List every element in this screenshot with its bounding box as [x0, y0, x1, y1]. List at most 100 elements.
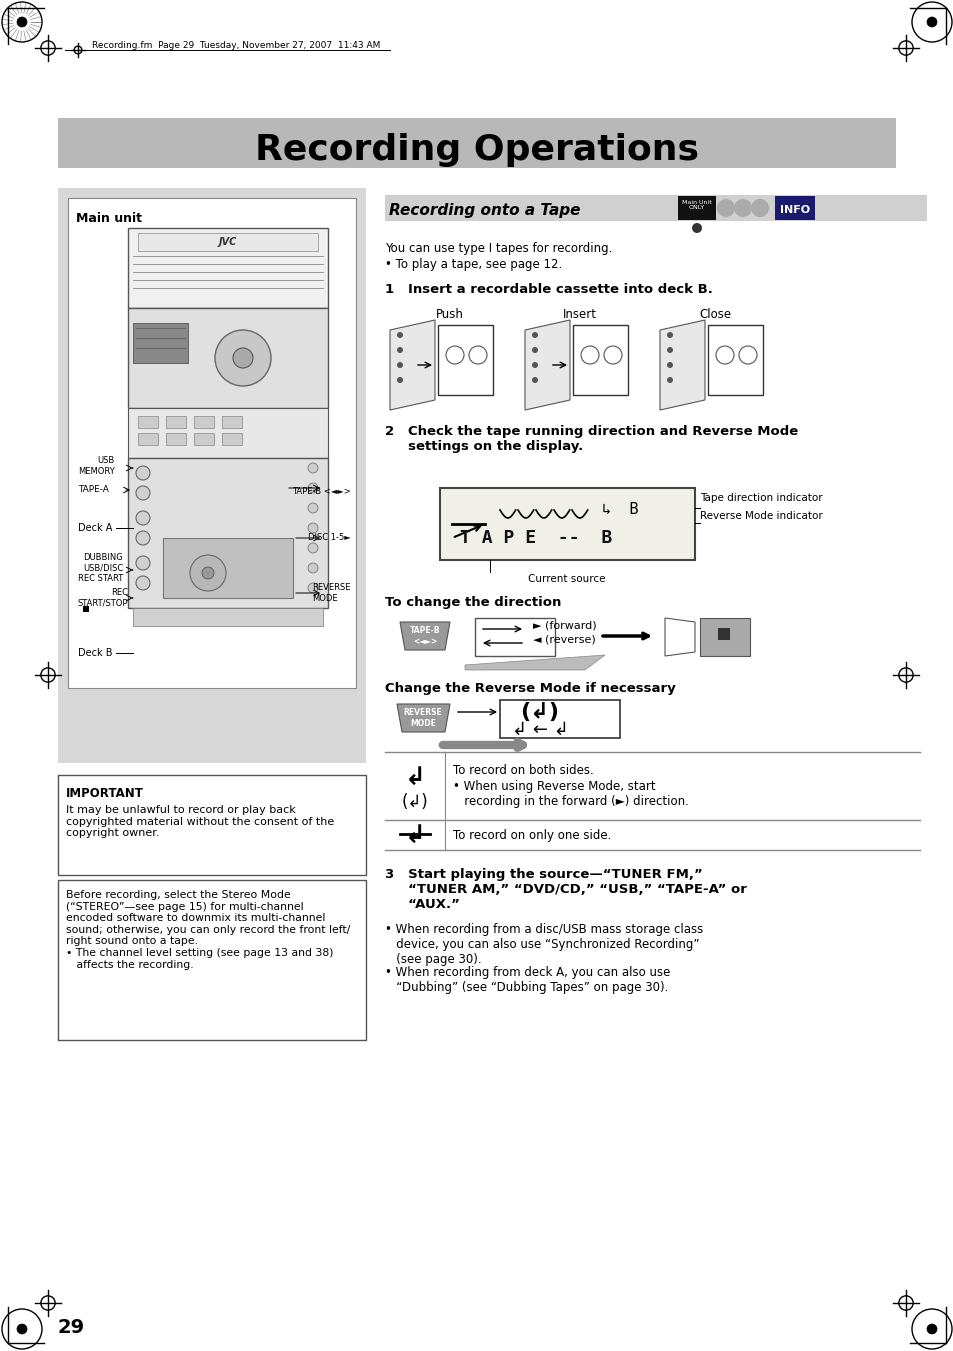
Bar: [774, 196, 814, 220]
Circle shape: [666, 332, 672, 338]
Bar: [58, 775, 366, 875]
Text: Insert: Insert: [562, 308, 597, 322]
Text: DISC 1-5►: DISC 1-5►: [308, 534, 351, 543]
Text: (↲): (↲): [401, 793, 428, 811]
Bar: [138, 232, 317, 251]
Text: TAPE-B
<◄►>: TAPE-B <◄►>: [410, 627, 439, 646]
Text: (↲): (↲): [520, 703, 558, 721]
Circle shape: [666, 377, 672, 382]
Text: To record on only one side.: To record on only one side.: [453, 828, 611, 842]
Bar: [193, 416, 213, 428]
Text: Tape direction indicator: Tape direction indicator: [700, 493, 821, 503]
Bar: [222, 434, 242, 444]
Text: T A P E  --  B: T A P E -- B: [459, 530, 612, 547]
Bar: [58, 188, 366, 763]
Bar: [132, 323, 188, 363]
Polygon shape: [399, 621, 450, 650]
Text: 2   Check the tape running direction and Reverse Mode
     settings on the displ: 2 Check the tape running direction and R…: [385, 426, 798, 453]
Bar: [128, 308, 328, 408]
Text: Main Unit
ONLY: Main Unit ONLY: [681, 200, 711, 211]
Bar: [678, 196, 716, 220]
Circle shape: [308, 584, 317, 593]
Text: REVERSE
MODE: REVERSE MODE: [313, 584, 351, 603]
Circle shape: [308, 484, 317, 493]
Circle shape: [233, 349, 253, 367]
Text: TAPE-A: TAPE-A: [78, 485, 109, 494]
Circle shape: [136, 557, 150, 570]
Text: You can use type I tapes for recording.: You can use type I tapes for recording.: [385, 242, 612, 255]
Bar: [58, 880, 366, 1040]
Polygon shape: [464, 655, 604, 670]
Circle shape: [136, 486, 150, 500]
Circle shape: [926, 1324, 936, 1333]
Circle shape: [396, 362, 402, 367]
Bar: [68, 199, 355, 688]
Circle shape: [532, 347, 537, 353]
Text: • To play a tape, see page 12.: • To play a tape, see page 12.: [385, 258, 561, 272]
Circle shape: [580, 346, 598, 363]
Bar: [163, 538, 293, 598]
Text: Deck A: Deck A: [78, 523, 112, 534]
Text: IMPORTANT: IMPORTANT: [66, 788, 144, 800]
Bar: [707, 326, 762, 394]
Circle shape: [396, 332, 402, 338]
Text: ↲ ← ↲: ↲ ← ↲: [511, 721, 568, 739]
Circle shape: [532, 332, 537, 338]
Circle shape: [396, 377, 402, 382]
Circle shape: [716, 346, 733, 363]
Circle shape: [308, 463, 317, 473]
Bar: [385, 753, 919, 820]
Text: REC
START/STOP: REC START/STOP: [78, 588, 129, 608]
Bar: [166, 416, 186, 428]
Polygon shape: [396, 704, 450, 732]
Text: INFO: INFO: [780, 205, 809, 215]
Text: ↳  B: ↳ B: [601, 503, 638, 517]
Text: To record on both sides.: To record on both sides.: [453, 765, 593, 777]
Polygon shape: [664, 617, 695, 657]
Circle shape: [666, 362, 672, 367]
Text: To change the direction: To change the direction: [385, 596, 560, 609]
Polygon shape: [659, 320, 704, 409]
Bar: [58, 118, 895, 168]
Text: Close: Close: [699, 308, 730, 322]
Bar: [499, 700, 619, 738]
Circle shape: [202, 567, 213, 580]
Bar: [193, 434, 213, 444]
Circle shape: [136, 466, 150, 480]
Text: Main unit: Main unit: [76, 212, 142, 226]
Circle shape: [136, 511, 150, 526]
Circle shape: [603, 346, 621, 363]
Text: ◄ (reverse): ◄ (reverse): [533, 635, 595, 644]
Circle shape: [532, 362, 537, 367]
Circle shape: [308, 563, 317, 573]
Circle shape: [739, 346, 757, 363]
Text: Recording Operations: Recording Operations: [254, 132, 699, 168]
Text: ↲: ↲: [404, 823, 425, 847]
Circle shape: [136, 531, 150, 544]
Circle shape: [733, 199, 751, 218]
Bar: [83, 607, 89, 612]
Bar: [138, 416, 158, 428]
Bar: [573, 326, 627, 394]
Text: DUBBING
USB/DISC
REC START: DUBBING USB/DISC REC START: [78, 553, 123, 582]
Bar: [132, 608, 323, 626]
Bar: [128, 228, 328, 308]
Bar: [385, 195, 926, 222]
Text: 1   Insert a recordable cassette into deck B.: 1 Insert a recordable cassette into deck…: [385, 282, 712, 296]
Circle shape: [308, 503, 317, 513]
Bar: [475, 617, 555, 657]
Text: Recording onto a Tape: Recording onto a Tape: [389, 203, 579, 218]
Text: REVERSE
MODE: REVERSE MODE: [403, 708, 442, 728]
Text: Deck B: Deck B: [78, 648, 112, 658]
Text: It may be unlawful to record or play back
copyrighted material without the conse: It may be unlawful to record or play bac…: [66, 805, 334, 838]
Bar: [128, 408, 328, 458]
Circle shape: [17, 18, 27, 27]
Circle shape: [717, 199, 734, 218]
Text: 29: 29: [58, 1319, 85, 1337]
Text: • When using Reverse Mode, start
   recording in the forward (►) direction.: • When using Reverse Mode, start recordi…: [453, 780, 688, 808]
Circle shape: [666, 347, 672, 353]
Text: JVC: JVC: [218, 236, 237, 247]
Text: ► (forward): ► (forward): [533, 621, 596, 631]
Text: Recording.fm  Page 29  Tuesday, November 27, 2007  11:43 AM: Recording.fm Page 29 Tuesday, November 2…: [91, 41, 380, 50]
Text: Change the Reverse Mode if necessary: Change the Reverse Mode if necessary: [385, 682, 675, 694]
